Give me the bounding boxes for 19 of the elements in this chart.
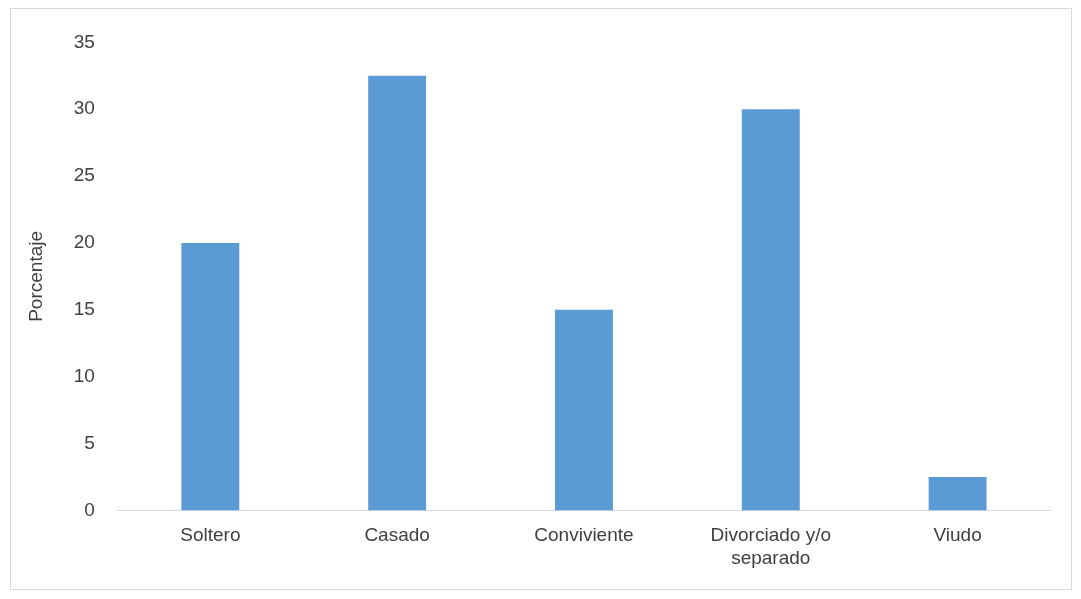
y-tick-label: 35 <box>73 30 95 52</box>
x-tick-label: Soltero <box>179 524 240 546</box>
bar <box>741 109 800 511</box>
y-tick-label: 5 <box>83 431 95 453</box>
x-tick-label: Casado <box>363 524 430 546</box>
x-tick-label: Conviviente <box>533 524 634 546</box>
bar <box>928 476 987 511</box>
y-tick-label: 15 <box>73 298 95 320</box>
y-axis-title: Porcentaje <box>24 230 46 322</box>
y-tick-label: 10 <box>73 364 95 386</box>
x-tick-label: Viudo <box>932 524 982 546</box>
bar <box>367 75 426 511</box>
y-tick-label: 20 <box>73 231 95 253</box>
x-tick-label: Divorciado y/o separado <box>710 524 831 568</box>
bar <box>554 309 613 511</box>
y-tick-label: 25 <box>73 164 95 186</box>
bar <box>180 242 239 511</box>
y-tick-label: 0 <box>83 498 95 520</box>
y-tick-label: 30 <box>73 97 95 119</box>
